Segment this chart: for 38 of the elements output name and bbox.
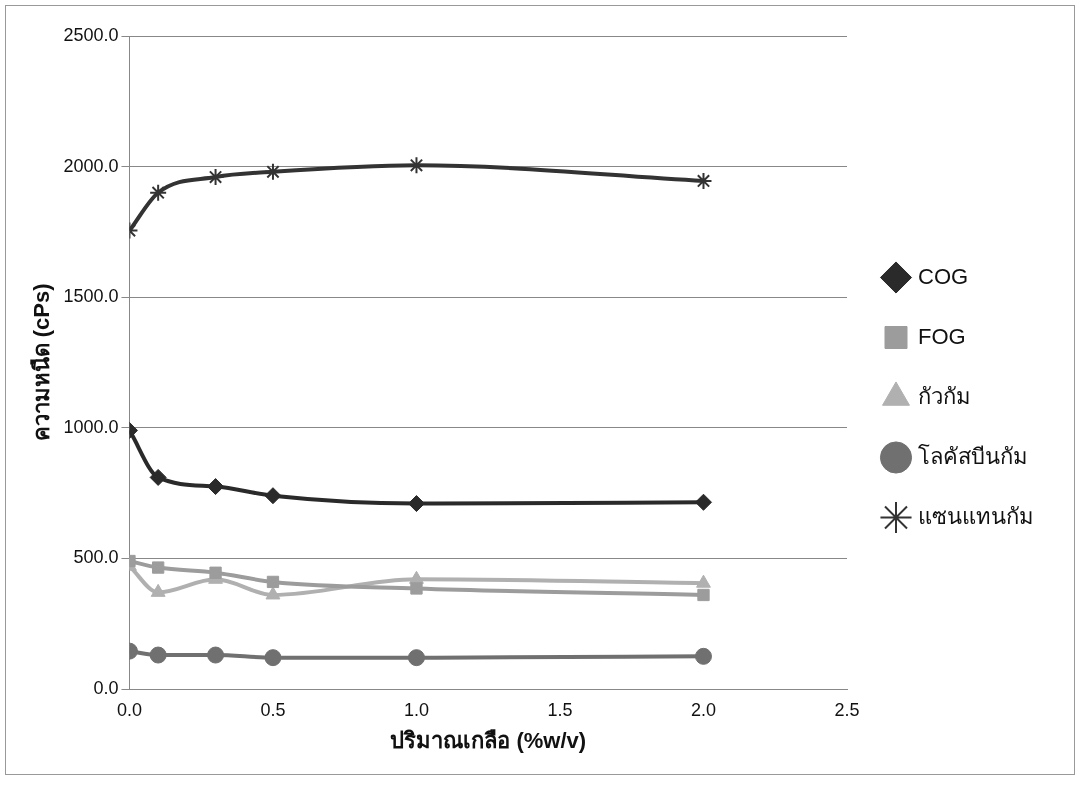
point	[263, 162, 282, 181]
y-tick-label: 2500.0	[63, 24, 119, 45]
legend-label: แซนแทนกัม	[918, 503, 1034, 529]
y-tick-label: 2000.0	[63, 155, 119, 176]
x-tick-label: 0.5	[260, 699, 286, 720]
point	[407, 495, 425, 513]
x-axis-title: ปริมาณเกลือ (%w/v)	[390, 727, 587, 753]
point	[149, 646, 167, 664]
point	[207, 478, 225, 496]
point	[152, 561, 165, 574]
x-tick-label: 0.0	[116, 699, 142, 720]
legend-label: โลคัสบีนกัม	[918, 443, 1028, 469]
y-tick-label: 1500.0	[63, 286, 119, 307]
legend-label: COG	[918, 263, 969, 289]
x-tick-label: 1.5	[547, 699, 573, 720]
y-tick-label: 0.0	[93, 677, 119, 698]
point	[149, 183, 168, 202]
point	[410, 582, 423, 595]
x-tick-label: 1.0	[403, 699, 429, 720]
point	[265, 586, 281, 600]
point	[697, 588, 710, 602]
point	[207, 646, 225, 664]
point	[694, 647, 712, 665]
point	[264, 487, 282, 505]
legend-label: กัวกัม	[918, 383, 971, 409]
y-tick-label: 1000.0	[63, 416, 119, 437]
x-tick-label: 2.5	[834, 699, 860, 720]
point	[694, 493, 712, 511]
legend-label: FOG	[918, 323, 966, 349]
x-tick-label: 2.0	[690, 699, 717, 720]
point	[206, 168, 225, 187]
point	[407, 649, 425, 667]
y-axis-title: ความหนืด (cPs)	[29, 283, 55, 442]
point	[209, 566, 222, 579]
point	[266, 575, 280, 589]
point	[149, 468, 167, 486]
y-tick-label: 500.0	[73, 547, 119, 568]
point	[264, 649, 282, 667]
